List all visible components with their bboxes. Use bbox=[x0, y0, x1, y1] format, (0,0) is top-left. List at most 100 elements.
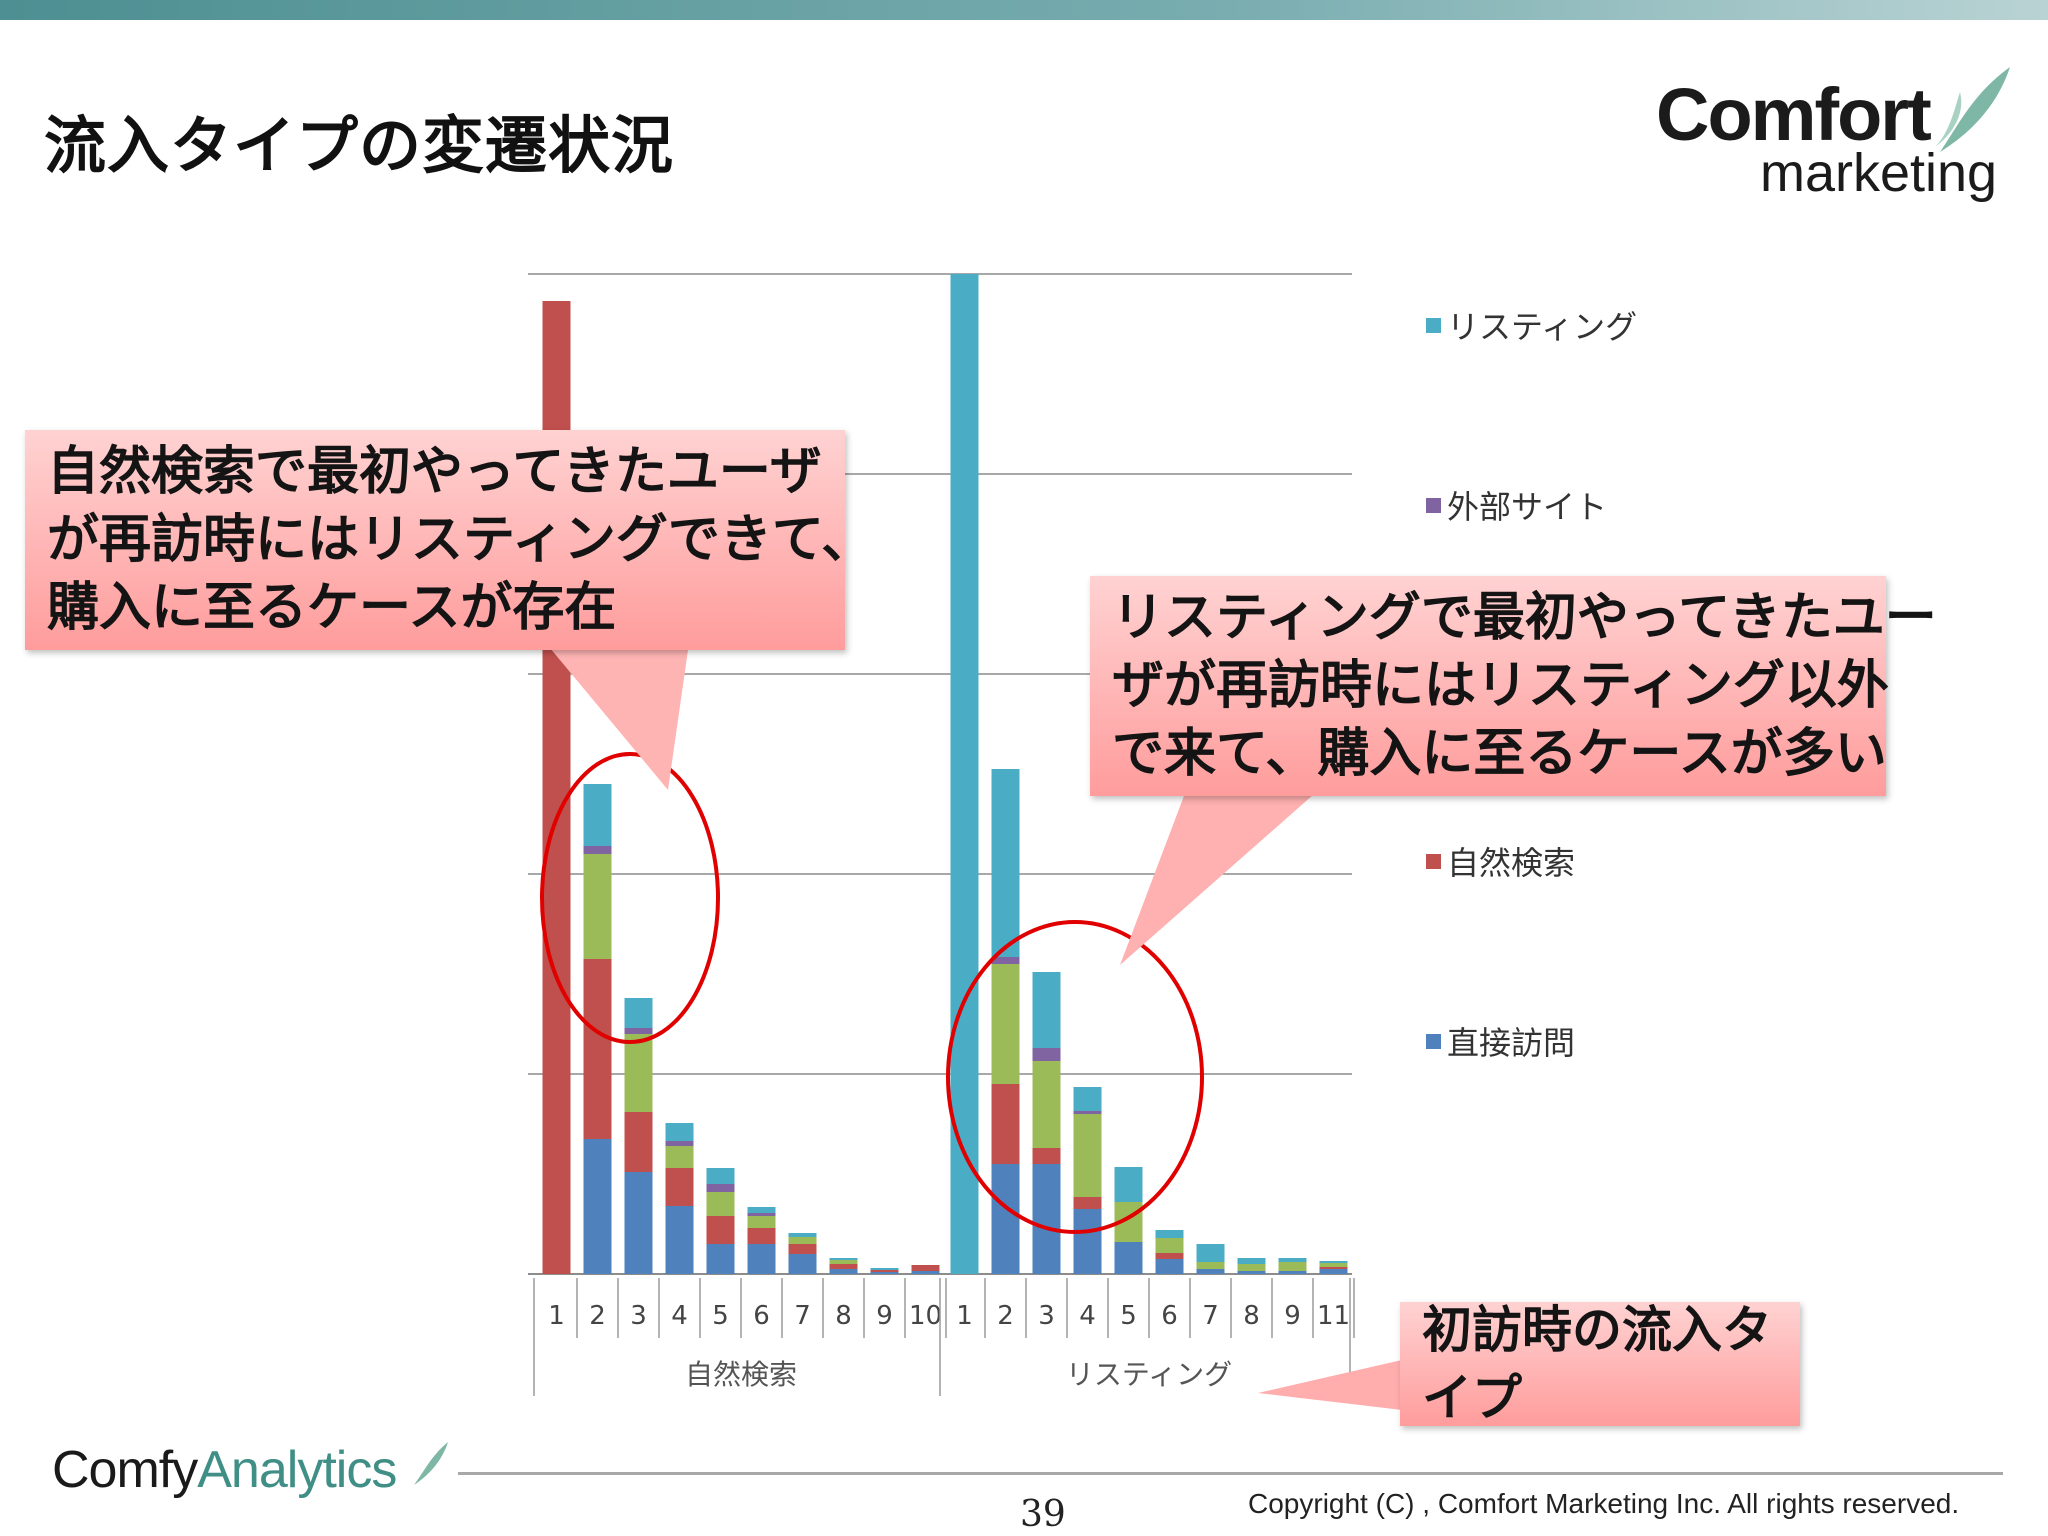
bar-segment bbox=[1155, 1259, 1184, 1274]
bar-segment bbox=[788, 1244, 817, 1254]
highlight-ellipse-organic bbox=[540, 752, 720, 1044]
bar-segment bbox=[624, 1172, 653, 1274]
x-tick-label: 11 bbox=[1317, 1301, 1350, 1331]
bar-segment bbox=[911, 1271, 940, 1274]
bar-segment bbox=[1155, 1230, 1184, 1238]
legend-item-direct: 直接訪問 bbox=[1426, 1018, 1575, 1064]
callout-first-visit: 初訪時の流入タイプ bbox=[1400, 1301, 1800, 1427]
legend-item-listing: リスティング bbox=[1426, 302, 1637, 348]
legend-swatch bbox=[1426, 1033, 1441, 1049]
x-tick-label: 9 bbox=[876, 1301, 893, 1331]
comfy-analytics-logo: ComfyAnalytics bbox=[52, 1440, 450, 1500]
bar-segment bbox=[747, 1207, 776, 1213]
bar-segment bbox=[624, 998, 653, 1028]
footer-logo-comfy: Comfy bbox=[52, 1441, 198, 1499]
slide-title: 流入タイプの変遷状況 bbox=[44, 109, 675, 182]
callout-pointer-listing bbox=[1120, 780, 1330, 965]
bar-segment bbox=[1073, 1114, 1102, 1197]
x-tick-label: 6 bbox=[753, 1301, 770, 1331]
bar-segment bbox=[1196, 1244, 1225, 1262]
bar-segment bbox=[706, 1184, 735, 1192]
bar-segment bbox=[991, 964, 1020, 1084]
x-tick-label: 3 bbox=[630, 1301, 647, 1331]
bar-segment bbox=[1278, 1262, 1307, 1271]
highlight-ellipse-listing bbox=[946, 920, 1204, 1234]
bar-segment bbox=[829, 1264, 858, 1269]
x-group-label: 自然検索 bbox=[685, 1358, 797, 1391]
bar-segment bbox=[583, 854, 612, 959]
bar-segment bbox=[829, 1269, 858, 1274]
bar-segment bbox=[665, 1206, 694, 1274]
bar-segment bbox=[1032, 1048, 1061, 1061]
bar-segment bbox=[1278, 1258, 1307, 1262]
top-accent-bar bbox=[0, 0, 2048, 20]
bar-segment bbox=[991, 769, 1020, 957]
bar-segment bbox=[1032, 972, 1061, 1048]
bar-segment bbox=[747, 1228, 776, 1244]
legend-swatch bbox=[1426, 497, 1441, 513]
bar-segment bbox=[991, 1084, 1020, 1164]
x-tick-label: 3 bbox=[1038, 1301, 1055, 1331]
bar-segment bbox=[1155, 1253, 1184, 1259]
footer-logo-analytics: Analytics bbox=[197, 1441, 397, 1499]
legend-swatch bbox=[1426, 853, 1441, 869]
x-tick-label: 4 bbox=[1079, 1301, 1096, 1331]
x-group-label: リスティング bbox=[1066, 1358, 1232, 1391]
x-tick-label: 10 bbox=[909, 1301, 942, 1331]
leaf-icon bbox=[1935, 67, 2010, 152]
bar-segment bbox=[1073, 1209, 1102, 1274]
bar-segment bbox=[1032, 1148, 1061, 1164]
chart-bars bbox=[542, 274, 1348, 1274]
legend-item-organic: 自然検索 bbox=[1426, 838, 1575, 884]
callout-first-visit-text: 初訪時の流入タイプ bbox=[1422, 1301, 1772, 1427]
bar-segment bbox=[706, 1168, 735, 1184]
x-tick-label: 5 bbox=[712, 1301, 729, 1331]
bar-segment bbox=[950, 274, 979, 1274]
x-tick-label: 1 bbox=[548, 1301, 565, 1331]
bar-segment bbox=[1237, 1264, 1266, 1271]
bar-segment bbox=[665, 1168, 694, 1206]
logo-text-marketing: marketing bbox=[1760, 143, 1998, 203]
callout-pointer-organic bbox=[540, 636, 690, 790]
bar-segment bbox=[1073, 1197, 1102, 1209]
bar-segment bbox=[1319, 1269, 1348, 1274]
bar-segment bbox=[870, 1268, 899, 1270]
x-tick-label: 9 bbox=[1284, 1301, 1301, 1331]
bar-segment bbox=[1278, 1271, 1307, 1274]
callout-line: 自然検索で最初やってきたユーザ bbox=[47, 442, 822, 502]
bar-segment bbox=[747, 1244, 776, 1274]
bar-segment bbox=[991, 1164, 1020, 1274]
bar-segment bbox=[624, 1034, 653, 1112]
bar-segment bbox=[665, 1146, 694, 1168]
legend-swatch bbox=[1426, 317, 1441, 333]
x-tick-label: 2 bbox=[589, 1301, 606, 1331]
bar-segment bbox=[1073, 1087, 1102, 1111]
callout-organic: 自然検索で最初やってきたユーザ が再訪時にはリスティングできて、 購入に至るケー… bbox=[25, 430, 873, 650]
callout-line: で来て、購入に至るケースが多い bbox=[1112, 724, 1887, 784]
bar-segment bbox=[706, 1192, 735, 1216]
callout-line: ザが再訪時にはリスティング以外 bbox=[1112, 656, 1889, 716]
x-tick-label: 4 bbox=[671, 1301, 688, 1331]
bar-segment bbox=[624, 1112, 653, 1172]
bar-segment bbox=[1196, 1262, 1225, 1269]
x-tick-label: 1 bbox=[956, 1301, 973, 1331]
bar-segment bbox=[583, 784, 612, 846]
legend-label: 直接訪問 bbox=[1447, 1024, 1576, 1062]
bar-segment bbox=[1237, 1258, 1266, 1264]
x-tick-label: 5 bbox=[1120, 1301, 1137, 1331]
callout-line: 購入に至るケースが存在 bbox=[47, 578, 617, 638]
x-tick-label: 8 bbox=[1243, 1301, 1260, 1331]
bar-segment bbox=[706, 1244, 735, 1274]
bar-segment bbox=[1237, 1271, 1266, 1274]
bar-segment bbox=[1196, 1269, 1225, 1274]
bar-segment bbox=[911, 1265, 940, 1271]
bar-segment bbox=[1319, 1267, 1348, 1269]
x-tick-label: 6 bbox=[1161, 1301, 1178, 1331]
legend-label: リスティング bbox=[1447, 308, 1638, 346]
legend-label: 外部サイト bbox=[1447, 488, 1608, 526]
bar-segment bbox=[1155, 1238, 1184, 1253]
x-tick-label: 2 bbox=[997, 1301, 1014, 1331]
bar-segment bbox=[1114, 1242, 1143, 1274]
bar-segment bbox=[665, 1141, 694, 1146]
